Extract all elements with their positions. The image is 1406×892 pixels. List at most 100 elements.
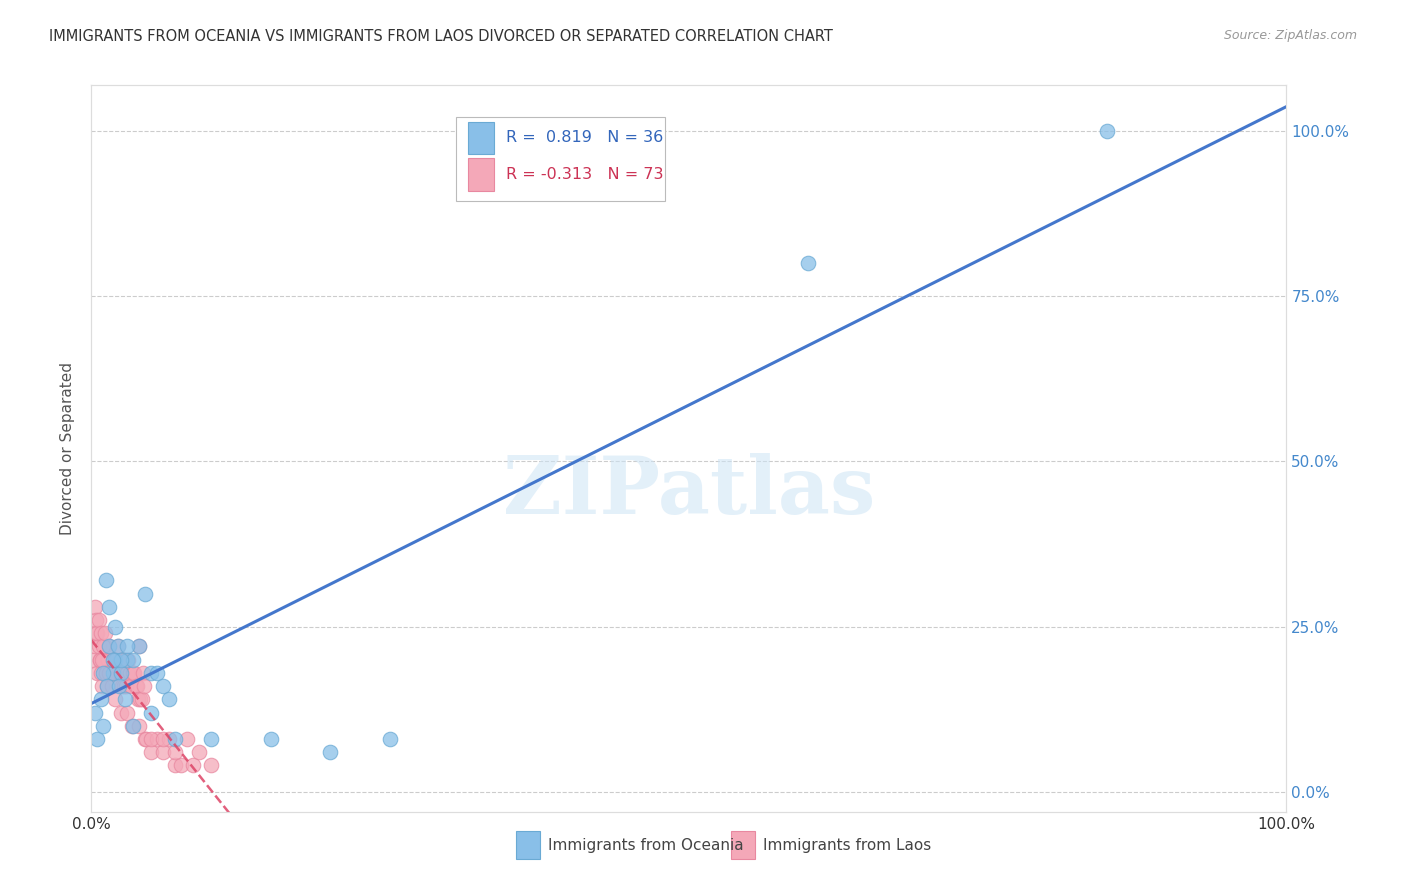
Bar (731, 831, 755, 859)
Point (131, 692, 153, 706)
Point (111, 679, 134, 693)
Point (118, 665, 141, 680)
Point (86, 626, 108, 640)
Point (120, 679, 142, 693)
Point (107, 640, 129, 654)
Point (84, 599, 107, 614)
Point (98, 665, 121, 680)
Point (132, 665, 155, 680)
Point (87, 640, 110, 654)
Point (101, 665, 124, 680)
Point (93, 665, 114, 680)
Point (157, 731, 180, 746)
Point (121, 719, 143, 733)
Point (127, 692, 149, 706)
Point (122, 719, 145, 733)
Point (134, 731, 156, 746)
Point (122, 665, 145, 680)
Point (107, 640, 129, 654)
Point (125, 679, 148, 693)
Point (84, 626, 107, 640)
Point (170, 758, 193, 772)
Point (108, 665, 131, 680)
Point (98, 640, 121, 654)
Point (114, 653, 136, 667)
Point (93, 719, 114, 733)
Point (128, 640, 150, 654)
Point (115, 679, 138, 693)
Point (103, 665, 125, 680)
Point (115, 665, 138, 680)
Point (84, 706, 107, 720)
Point (146, 665, 169, 680)
Text: Immigrants from Oceania: Immigrants from Oceania (548, 838, 744, 853)
Point (98, 599, 121, 614)
Point (129, 692, 152, 706)
Point (93, 640, 114, 654)
Text: IMMIGRANTS FROM OCEANIA VS IMMIGRANTS FROM LAOS DIVORCED OR SEPARATED CORRELATIO: IMMIGRANTS FROM OCEANIA VS IMMIGRANTS FR… (49, 29, 834, 44)
Point (128, 640, 150, 654)
Point (122, 653, 145, 667)
Point (96, 679, 118, 693)
Bar (468, 121, 494, 154)
Text: Immigrants from Laos: Immigrants from Laos (763, 838, 931, 853)
Point (101, 653, 124, 667)
FancyBboxPatch shape (456, 118, 665, 201)
Point (98, 640, 121, 654)
Text: ZIPatlas: ZIPatlas (503, 453, 875, 531)
Point (104, 653, 127, 667)
Point (83, 653, 105, 667)
Point (110, 706, 132, 720)
Point (132, 679, 155, 693)
Point (141, 706, 162, 720)
Point (94, 665, 117, 680)
Point (152, 731, 174, 746)
Point (94, 665, 117, 680)
Point (89, 653, 111, 667)
Point (115, 653, 138, 667)
Point (84, 640, 107, 654)
Point (86, 731, 108, 746)
Point (152, 745, 174, 759)
Point (115, 706, 138, 720)
Bar (468, 158, 494, 191)
Point (141, 665, 162, 680)
Point (200, 731, 222, 746)
Point (87, 613, 110, 627)
Point (100, 665, 122, 680)
Point (100, 679, 122, 693)
Point (141, 731, 162, 746)
Point (134, 587, 156, 601)
Point (152, 679, 174, 693)
Point (101, 653, 124, 667)
Point (115, 640, 138, 654)
Point (112, 679, 135, 693)
Text: R =  0.819   N = 36: R = 0.819 N = 36 (506, 130, 664, 145)
Point (117, 653, 139, 667)
Text: Source: ZipAtlas.com: Source: ZipAtlas.com (1223, 29, 1357, 42)
Point (94, 574, 117, 588)
Point (124, 679, 146, 693)
Point (90, 692, 112, 706)
Point (110, 665, 132, 680)
Point (124, 665, 146, 680)
Point (110, 665, 132, 680)
Point (181, 758, 204, 772)
Point (176, 731, 198, 746)
Point (200, 758, 222, 772)
Point (146, 731, 169, 746)
Text: R = -0.313   N = 73: R = -0.313 N = 73 (506, 167, 664, 182)
Point (108, 653, 131, 667)
Point (108, 679, 131, 693)
Point (319, 745, 342, 759)
Point (93, 653, 114, 667)
Point (90, 665, 112, 680)
Point (86, 665, 108, 680)
Y-axis label: Divorced or Separated: Divorced or Separated (60, 362, 76, 534)
Point (259, 731, 281, 746)
Point (90, 626, 112, 640)
Point (104, 620, 127, 634)
Point (114, 692, 136, 706)
Point (93, 640, 115, 654)
Point (105, 653, 128, 667)
